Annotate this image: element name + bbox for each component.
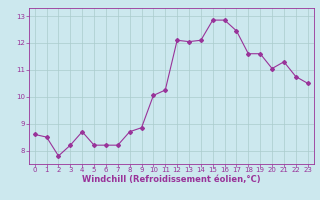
X-axis label: Windchill (Refroidissement éolien,°C): Windchill (Refroidissement éolien,°C) <box>82 175 260 184</box>
